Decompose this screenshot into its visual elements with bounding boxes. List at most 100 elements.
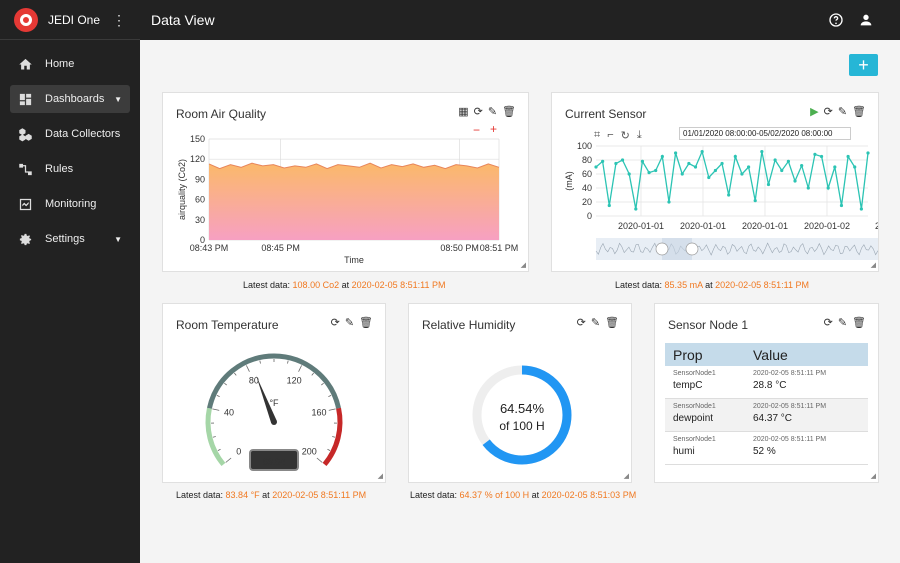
row-value: 28.8 °C [753, 380, 787, 391]
data-point [674, 151, 678, 155]
room-temperature-card: Room Temperature ⟳ ✎ 🗑 0 40 80 120 160 200 °F 8… [162, 303, 386, 483]
user-icon[interactable] [858, 12, 874, 28]
gauge-tick-label: 0 [236, 447, 241, 457]
gauge-unit: °F [269, 398, 279, 408]
relative-humidity-card: Relative Humidity ⟳ ✎ 🗑 64.54% of 100 H … [408, 303, 632, 483]
latest-label: Latest data: [410, 490, 460, 500]
refresh-icon[interactable]: ⟳ [473, 106, 483, 118]
logo-icon [14, 7, 38, 32]
delete-icon[interactable]: 🗑 [605, 317, 619, 329]
gauge-hub [271, 419, 277, 425]
temp-latest-data: Latest data: 83.84 °F at 2020-02-05 8:51… [176, 490, 366, 500]
sidebar-item-dashboards[interactable]: Dashboards ▼ [10, 85, 130, 113]
y-tick-label: 60 [195, 195, 205, 205]
edit-icon[interactable]: ✎ [590, 317, 601, 329]
caret-down-icon: ▼ [114, 234, 122, 244]
latest-time: 2020-02-05 8:51:03 PM [541, 490, 637, 500]
data-point [839, 203, 844, 208]
row-value: 52 % [753, 446, 776, 457]
calendar-icon[interactable]: ▦ [458, 106, 469, 118]
edit-icon[interactable]: ✎ [487, 106, 498, 118]
resize-handle-icon[interactable]: ◢ [623, 473, 629, 480]
latest-at: at [529, 490, 542, 500]
sidebar-item-data-collectors[interactable]: Data Collectors [10, 120, 130, 148]
latest-value: 108.00 Co2 [292, 280, 340, 290]
y-tick-label: 40 [582, 183, 592, 193]
refresh-icon[interactable]: ⟳ [823, 317, 833, 329]
y-tick-label: 120 [190, 154, 205, 164]
x-tick-label: 08:51 PM [480, 243, 519, 253]
gauge-tick-label: 40 [224, 407, 234, 417]
zoom-select-icon[interactable]: ⌗ [594, 129, 601, 141]
date-range-input[interactable]: 01/01/2020 08:00:00-05/02/2020 08:00:00 [679, 127, 851, 140]
latest-value: 83.84 °F [225, 490, 260, 500]
resize-handle-icon[interactable]: ◢ [520, 262, 526, 269]
add-widget-button[interactable]: + [849, 54, 878, 76]
help-icon[interactable] [828, 12, 844, 28]
card-title: Room Air Quality [176, 107, 267, 121]
navigator-handle [655, 242, 669, 256]
data-point [800, 164, 804, 168]
data-point [713, 168, 718, 173]
refresh-icon[interactable]: ⟳ [576, 317, 586, 329]
delete-icon[interactable]: 🗑 [852, 106, 866, 118]
row-prop: dewpoint [673, 413, 714, 424]
refresh-icon[interactable]: ⟳ [330, 317, 340, 329]
delete-icon[interactable]: 🗑 [852, 317, 866, 329]
latest-value: 64.37 % of 100 H [459, 490, 530, 500]
gauge-tick [328, 395, 332, 398]
table-row: SensorNode1 dewpoint 2020-02-05 8:51:11 P… [665, 399, 868, 432]
gauge-tick [328, 408, 336, 411]
y-tick-label: 0 [200, 235, 205, 245]
latest-at: at [339, 280, 352, 290]
data-point [660, 154, 664, 159]
y-tick-label: 0 [587, 211, 592, 221]
x-tick-label: 2020-01-01 [680, 221, 726, 231]
data-point [634, 207, 638, 211]
edit-icon[interactable]: ✎ [837, 317, 848, 329]
row-value: 64.37 °C [753, 413, 793, 424]
gauge-tick-label: 120 [287, 376, 302, 386]
sidebar-item-settings[interactable]: Settings ▼ [10, 225, 130, 253]
series-line [208, 162, 500, 170]
zoom-reset-icon[interactable]: ⌐ [607, 129, 614, 141]
data-point [773, 158, 777, 162]
refresh-icon[interactable]: ⟳ [823, 106, 833, 118]
sidebar-item-rules[interactable]: Rules [10, 155, 130, 183]
sidebar-item-monitoring[interactable]: Monitoring [10, 190, 130, 218]
y-tick-label: 150 [190, 134, 205, 144]
resize-handle-icon[interactable]: ◢ [870, 473, 876, 480]
download-icon[interactable]: ⤓ [636, 129, 642, 141]
temperature-gauge: 0 40 80 120 160 200 °F 83.84 [205, 353, 343, 471]
zoom-out-button[interactable]: − [473, 123, 481, 137]
area-series [209, 163, 499, 240]
latest-time: 2020-02-05 8:51:11 PM [272, 490, 367, 500]
delete-icon[interactable]: 🗑 [502, 106, 516, 118]
resize-handle-icon[interactable]: ◢ [870, 262, 876, 269]
data-point [753, 199, 757, 203]
gauge-tick [225, 457, 232, 463]
edit-icon[interactable]: ✎ [344, 317, 355, 329]
delete-icon[interactable]: 🗑 [359, 317, 373, 329]
edit-icon[interactable]: ✎ [837, 106, 848, 118]
air-quality-card: Room Air Quality ▦ ⟳ ✎ 🗑 − + 0 30 60 90 120 1… [162, 92, 529, 272]
gauge-tick-label: 160 [311, 407, 326, 417]
current-sensor-card: Current Sensor ▶ ⟳ ✎ 🗑 ⌗ ⌐ ↻ ⤓ 01/01/202… [551, 92, 879, 272]
data-point [740, 172, 744, 176]
kebab-menu-icon[interactable]: ⋮ [112, 11, 126, 28]
sidebar-nav: Home Dashboards ▼ Data Collectors Rules … [0, 50, 140, 253]
gauge-tick [321, 382, 324, 386]
zoom-in-button[interactable]: + [490, 122, 498, 136]
gauge-tick [224, 382, 227, 386]
sidebar-item-label: Data Collectors [45, 128, 121, 140]
sidebar-item-home[interactable]: Home [10, 50, 130, 78]
data-point [780, 168, 784, 173]
brand: JEDI One ⋮ [0, 0, 140, 40]
play-icon[interactable]: ▶ [810, 106, 819, 118]
data-point [819, 154, 824, 159]
restore-icon[interactable]: ↻ [620, 130, 630, 142]
latest-label: Latest data: [615, 280, 665, 290]
data-point [594, 165, 598, 169]
resize-handle-icon[interactable]: ◢ [377, 473, 383, 480]
data-point [601, 159, 605, 163]
